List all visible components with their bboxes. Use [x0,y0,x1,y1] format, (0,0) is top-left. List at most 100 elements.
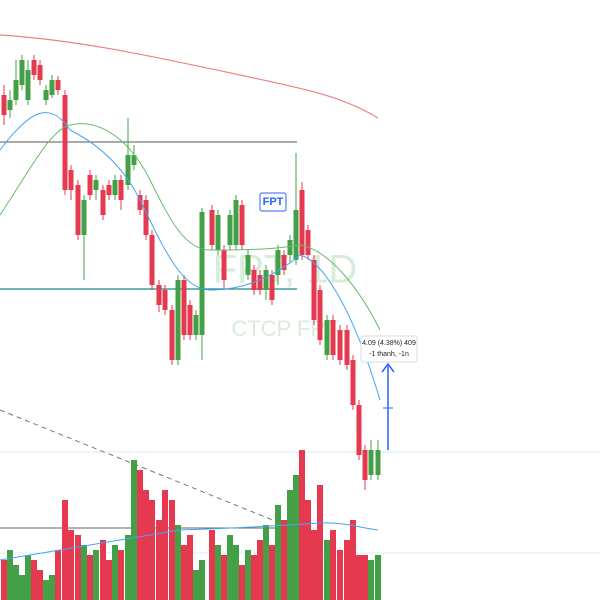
candle-body [239,205,245,245]
volume-bar [1,560,7,600]
volume-bar [7,550,13,600]
candle-body [227,215,233,245]
trend-line [0,409,291,528]
volume-bar [337,550,343,600]
volume-bar [162,490,168,600]
volume-bar [239,565,245,600]
candle-body [287,240,293,255]
candle-body [1,95,7,115]
candle-body [118,180,124,200]
candle-body [344,330,350,365]
candle-body [215,215,221,250]
candle-body [100,190,106,215]
volume-bar [106,560,112,600]
candle-body [356,405,362,455]
volume-bar [368,560,374,600]
candle-body [37,65,43,80]
candle-body [25,70,31,100]
volume-bar [199,560,205,600]
candle-body [221,250,227,280]
volume-bar [293,475,299,600]
candle-body [299,190,305,255]
volume-bar [233,545,239,600]
candle-body [68,170,74,190]
volume-bar [118,550,124,600]
volume-bar [275,505,281,600]
volume-bar [87,555,93,600]
candle-body [93,180,99,190]
candle-body [75,185,81,235]
candle-body [43,90,49,100]
volume-bar [100,540,106,600]
volume-bar [13,565,19,600]
candle-body [13,80,19,100]
volume-bar [227,535,233,600]
volume-bar [156,520,162,600]
candle-body [49,80,55,95]
volume-bar [131,460,137,600]
ma-long [0,34,379,119]
candle-body [193,315,199,335]
symbol-badge-text: FPT [263,196,284,208]
volume-bar [269,545,275,600]
candle-body [375,450,381,475]
volume-bar [169,500,175,600]
symbol-badge[interactable] [259,192,287,212]
candle-body [251,270,257,290]
candle-body [257,275,263,290]
volume-bar [49,575,55,600]
candle-body [131,155,137,165]
volume-bar [215,545,221,600]
volume-bar [263,525,269,600]
candle-body [169,310,175,360]
volume-bar [356,555,362,600]
candle-body [181,280,187,335]
candle-body [317,290,323,340]
volume-bar [362,555,368,600]
tooltip-line: 4.09 (4.38%) 409 [362,340,416,347]
volume-bar [317,485,323,600]
volume-bar [81,545,87,600]
candle-body [362,450,368,480]
volume-bar [137,470,143,600]
candle-body [7,100,13,110]
candle-body [162,290,168,310]
volume-bar [287,490,293,600]
candle-body [269,275,275,300]
volume-bar [68,530,74,600]
volume-bar [75,535,81,600]
tooltip-line: -1 thanh, -1n [369,351,409,358]
candle-body [137,195,143,210]
candle-body [62,95,68,190]
volume-bar [125,535,131,600]
volume-bar [257,540,263,600]
candle-body [324,320,330,355]
candle-body [143,200,149,235]
volume-bar [311,530,317,600]
candle-body [187,305,193,335]
volume-bar [19,575,25,600]
candles [1,55,381,490]
candle-body [305,230,311,255]
volume-bars [1,450,381,600]
volume-bar [281,520,287,600]
candle-body [350,360,356,405]
candle-body [112,180,118,195]
candle-body [209,210,215,245]
volume-bar [31,560,37,600]
volume-bar [245,550,251,600]
candle-body [55,80,61,90]
candle-body [275,250,281,275]
candle-body [293,210,299,260]
candle-body [263,270,269,290]
volume-bar [251,555,257,600]
candle-body [368,450,374,475]
candle-body [87,175,93,195]
volume-bar [55,550,61,600]
candle-body [245,255,251,275]
volume-bar [43,580,49,600]
volume-bar [350,520,356,600]
volume-bar [143,490,149,600]
